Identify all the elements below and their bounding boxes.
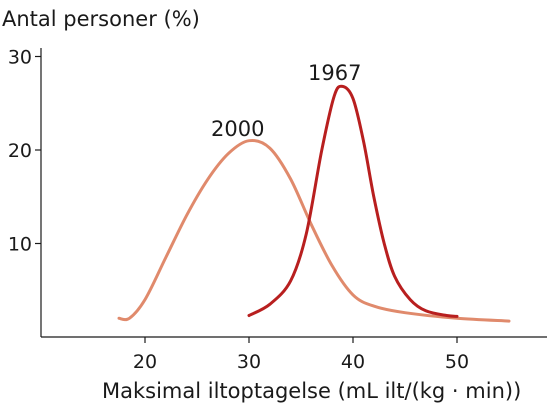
x-tick-label: 20 [133, 351, 157, 373]
series-line-1967 [247, 84, 459, 318]
y-tick-label: 10 [8, 234, 32, 256]
y-tick-label: 30 [8, 47, 32, 69]
series-label-1967: 1967 [308, 61, 361, 85]
y-axis-title: Antal personer (%) [2, 7, 200, 31]
series-lines [117, 84, 511, 323]
x-ticks: 20 30 40 50 [133, 337, 469, 373]
x-axis-title: Maksimal iltoptagelse (mL ilt/(kg · min)… [102, 379, 521, 403]
series-line-2000 [117, 138, 511, 323]
y-tick-label: 20 [8, 140, 32, 162]
x-tick-label: 30 [237, 351, 261, 373]
series-label-2000: 2000 [211, 117, 264, 141]
y-ticks: 10 20 30 [8, 47, 41, 256]
x-tick-label: 40 [341, 351, 365, 373]
x-tick-label: 50 [445, 351, 469, 373]
